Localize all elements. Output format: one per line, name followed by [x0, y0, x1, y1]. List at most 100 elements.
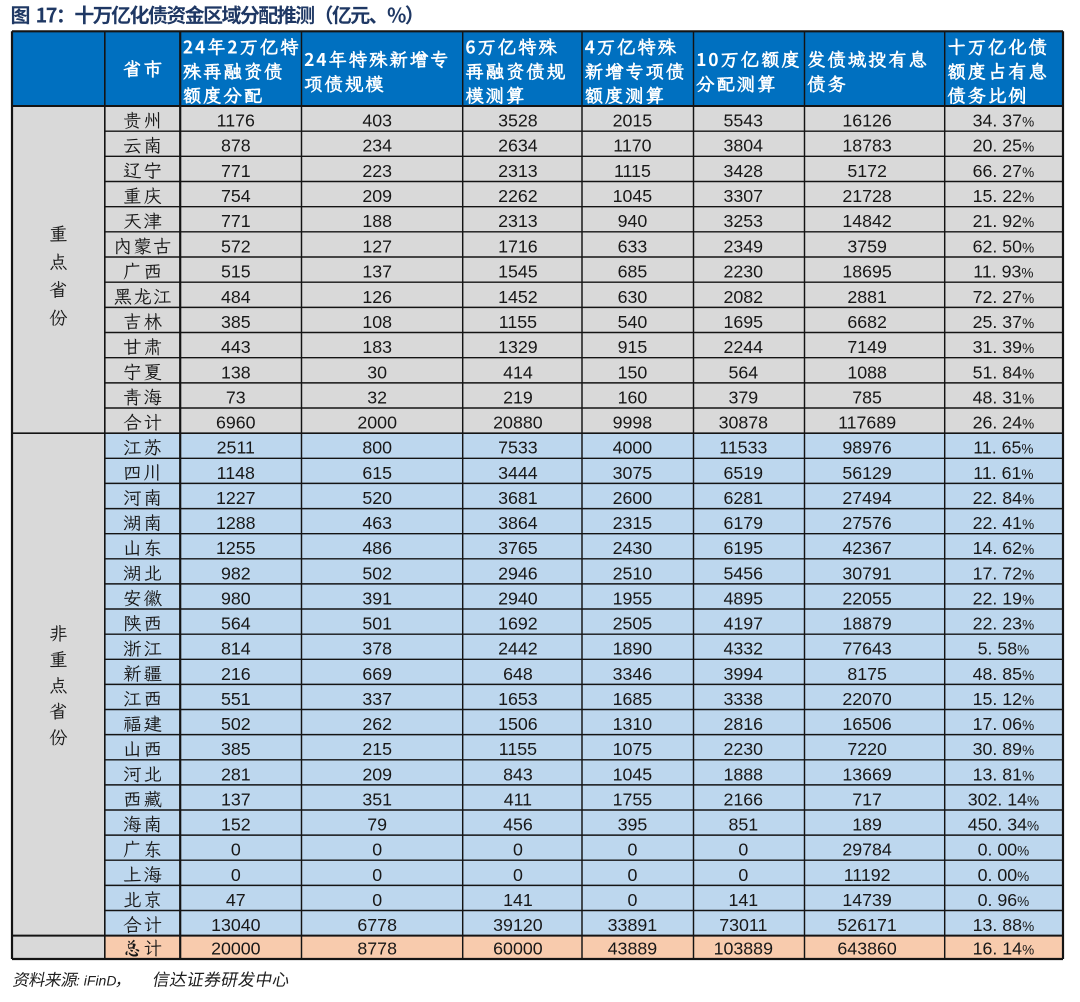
svg-text:22070: 22070: [842, 689, 892, 709]
svg-text:60000: 60000: [493, 938, 543, 958]
svg-text:1227: 1227: [216, 488, 256, 508]
svg-text:22055: 22055: [842, 588, 892, 608]
svg-text:0: 0: [372, 865, 382, 885]
svg-text:564: 564: [728, 362, 758, 382]
svg-text:29784: 29784: [842, 840, 892, 860]
svg-text:0: 0: [372, 840, 382, 860]
svg-text:72. 27%: 72. 27%: [973, 287, 1035, 307]
svg-text:2313: 2313: [498, 211, 538, 231]
svg-text:183: 183: [362, 337, 392, 357]
svg-text:3864: 3864: [498, 513, 538, 533]
svg-text:2511: 2511: [217, 438, 255, 458]
svg-text:2230: 2230: [724, 739, 764, 759]
svg-text:0: 0: [738, 840, 748, 860]
svg-text:1685: 1685: [613, 689, 653, 709]
svg-text:7220: 7220: [847, 739, 887, 759]
svg-text:21. 92%: 21. 92%: [973, 211, 1035, 231]
svg-text:262: 262: [362, 714, 392, 734]
svg-text:980: 980: [221, 588, 251, 608]
svg-text:2510: 2510: [613, 563, 653, 583]
svg-text:551: 551: [221, 689, 251, 709]
svg-text:209: 209: [362, 186, 392, 206]
svg-text:3428: 3428: [724, 161, 764, 181]
svg-text:484: 484: [221, 287, 251, 307]
svg-text:3681: 3681: [498, 488, 538, 508]
svg-text:62. 50%: 62. 50%: [973, 236, 1035, 256]
svg-text:137: 137: [362, 262, 392, 282]
svg-text:443: 443: [221, 337, 251, 357]
svg-text:379: 379: [728, 387, 758, 407]
svg-text:16. 14%: 16. 14%: [973, 938, 1035, 958]
svg-text:1888: 1888: [724, 764, 764, 784]
svg-text:1255: 1255: [216, 538, 256, 558]
svg-text:20000: 20000: [211, 938, 261, 958]
svg-text:11533: 11533: [719, 438, 767, 458]
svg-text:2262: 2262: [498, 186, 538, 206]
svg-text:1506: 1506: [498, 714, 538, 734]
svg-text:11. 61%: 11. 61%: [973, 463, 1033, 483]
svg-text:2000: 2000: [357, 413, 397, 433]
svg-text:26. 24%: 26. 24%: [973, 413, 1035, 433]
svg-text:1755: 1755: [613, 789, 653, 809]
svg-text:11192: 11192: [844, 865, 891, 885]
svg-text:0: 0: [627, 865, 637, 885]
svg-text:771: 771: [221, 161, 251, 181]
svg-text:3346: 3346: [613, 664, 653, 684]
svg-text:0: 0: [231, 865, 241, 885]
svg-text:1288: 1288: [216, 513, 256, 533]
svg-text:814: 814: [221, 639, 251, 659]
svg-text:0: 0: [372, 890, 382, 910]
svg-text:30791: 30791: [842, 563, 892, 583]
svg-text:18783: 18783: [842, 136, 892, 156]
svg-text:5. 58%: 5. 58%: [978, 639, 1030, 659]
svg-text:1890: 1890: [613, 639, 653, 659]
svg-text:878: 878: [221, 136, 251, 156]
svg-text:18879: 18879: [842, 614, 892, 634]
svg-text:20. 25%: 20. 25%: [973, 136, 1035, 156]
svg-text:520: 520: [362, 488, 392, 508]
svg-text:785: 785: [852, 387, 882, 407]
svg-text:98976: 98976: [842, 438, 892, 458]
svg-text:1075: 1075: [613, 739, 653, 759]
svg-text:2430: 2430: [613, 538, 653, 558]
svg-text:27494: 27494: [842, 488, 892, 508]
svg-text:39120: 39120: [493, 915, 543, 935]
svg-text:13. 88%: 13. 88%: [973, 915, 1035, 935]
svg-text:2015: 2015: [613, 111, 653, 131]
svg-text:15. 12%: 15. 12%: [973, 689, 1035, 709]
svg-text:564: 564: [221, 614, 251, 634]
svg-text:15. 22%: 15. 22%: [973, 186, 1035, 206]
svg-text:141: 141: [503, 890, 533, 910]
svg-text:2946: 2946: [498, 563, 538, 583]
svg-text:450. 34%: 450. 34%: [968, 815, 1039, 835]
svg-text:2442: 2442: [498, 639, 538, 659]
svg-text:1545: 1545: [498, 262, 538, 282]
svg-text:0. 96%: 0. 96%: [978, 890, 1030, 910]
svg-text:3994: 3994: [724, 664, 764, 684]
svg-text:851: 851: [728, 815, 758, 835]
svg-text:21728: 21728: [842, 186, 892, 206]
svg-text:2505: 2505: [613, 614, 653, 634]
svg-text:800: 800: [362, 438, 392, 458]
svg-text:13. 81%: 13. 81%: [973, 764, 1035, 784]
svg-text:540: 540: [618, 312, 648, 332]
svg-text:0: 0: [627, 840, 637, 860]
svg-text:137: 137: [221, 789, 251, 809]
svg-text:385: 385: [221, 739, 251, 759]
svg-text:56129: 56129: [842, 463, 892, 483]
svg-text:9998: 9998: [613, 413, 653, 433]
svg-text:126: 126: [362, 287, 392, 307]
svg-text:1716: 1716: [498, 236, 538, 256]
svg-text:385: 385: [221, 312, 251, 332]
svg-text:3307: 3307: [724, 186, 764, 206]
svg-text:188: 188: [362, 211, 392, 231]
svg-text:2816: 2816: [724, 714, 764, 734]
svg-text:502: 502: [221, 714, 251, 734]
svg-text:234: 234: [362, 136, 392, 156]
svg-text:30: 30: [367, 362, 387, 382]
svg-text:6778: 6778: [357, 915, 397, 935]
svg-text:515: 515: [221, 262, 251, 282]
svg-text:117689: 117689: [838, 413, 896, 433]
svg-text:414: 414: [503, 362, 533, 382]
svg-text:150: 150: [618, 362, 648, 382]
